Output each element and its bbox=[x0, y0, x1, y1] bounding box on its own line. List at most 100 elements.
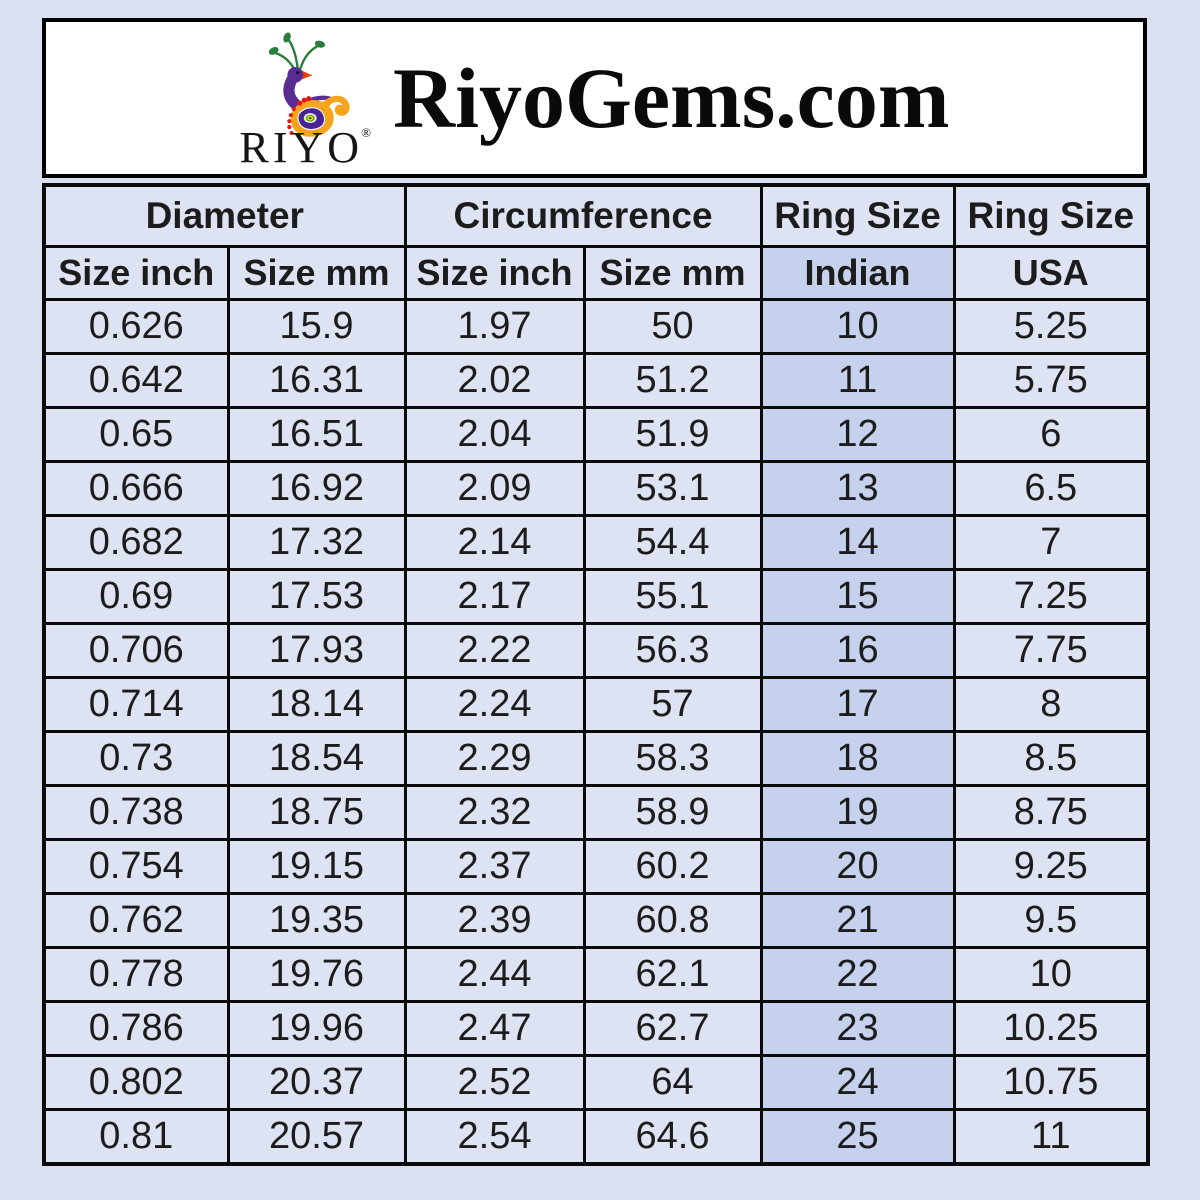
table-cell: 58.3 bbox=[582, 730, 763, 787]
table-row: 0.706 17.93 2.22 56.3 16 7.75 bbox=[42, 622, 1150, 679]
column-sub-header: Size mm bbox=[582, 245, 763, 301]
ring-size-table-body: 0.626 15.9 1.97 50 10 5.25 0.642 16.31 2.02 51.2 1… bbox=[42, 298, 1150, 1166]
table-cell: 0.754 bbox=[42, 838, 230, 895]
table-row: 0.714 18.14 2.24 57 17 8 bbox=[42, 676, 1150, 733]
table-row: 0.642 16.31 2.02 51.2 11 5.75 bbox=[42, 352, 1150, 409]
table-cell: 19 bbox=[759, 784, 956, 841]
table-cell: 18.75 bbox=[226, 784, 407, 841]
table-cell: 15 bbox=[759, 568, 956, 625]
table-cell: 64 bbox=[582, 1054, 763, 1111]
table-cell: 2.02 bbox=[403, 352, 586, 409]
table-cell: 19.96 bbox=[226, 1000, 407, 1057]
brand-name: RIYO bbox=[239, 123, 364, 172]
table-cell: 51.2 bbox=[582, 352, 763, 409]
table-cell: 5.25 bbox=[952, 298, 1150, 355]
table-cell: 17.32 bbox=[226, 514, 407, 571]
table-cell: 0.778 bbox=[42, 946, 230, 1003]
table-cell: 25 bbox=[759, 1108, 956, 1166]
table-cell: 8.5 bbox=[952, 730, 1150, 787]
table-cell: 7.25 bbox=[952, 568, 1150, 625]
table-cell: 11 bbox=[759, 352, 956, 409]
table-cell: 56.3 bbox=[582, 622, 763, 679]
table-cell: 2.14 bbox=[403, 514, 586, 571]
table-cell: 2.54 bbox=[403, 1108, 586, 1166]
table-cell: 22 bbox=[759, 946, 956, 1003]
table-cell: 15.9 bbox=[226, 298, 407, 355]
table-cell: 2.44 bbox=[403, 946, 586, 1003]
table-cell: 17.93 bbox=[226, 622, 407, 679]
table-cell: 2.22 bbox=[403, 622, 586, 679]
table-cell: 0.666 bbox=[42, 460, 230, 517]
table-cell: 2.29 bbox=[403, 730, 586, 787]
table-cell: 0.81 bbox=[42, 1108, 230, 1166]
registered-mark-icon: ® bbox=[361, 125, 371, 140]
table-row: 0.786 19.96 2.47 62.7 23 10.25 bbox=[42, 1000, 1150, 1057]
table-cell: 21 bbox=[759, 892, 956, 949]
site-title: RiyoGems.com bbox=[392, 50, 950, 146]
table-cell: 18.54 bbox=[226, 730, 407, 787]
column-group-header: Diameter bbox=[42, 183, 407, 248]
table-cell: 2.32 bbox=[403, 784, 586, 841]
table-cell: 20.57 bbox=[226, 1108, 407, 1166]
table-cell: 50 bbox=[582, 298, 763, 355]
table-cell: 0.802 bbox=[42, 1054, 230, 1111]
table-cell: 64.6 bbox=[582, 1108, 763, 1166]
table-cell: 8.75 bbox=[952, 784, 1150, 841]
table-row: 0.65 16.51 2.04 51.9 12 6 bbox=[42, 406, 1150, 463]
table-cell: 10 bbox=[759, 298, 956, 355]
column-group-header: Ring Size bbox=[952, 183, 1150, 248]
table-cell: 19.15 bbox=[226, 838, 407, 895]
table-cell: 2.39 bbox=[403, 892, 586, 949]
table-cell: 0.73 bbox=[42, 730, 230, 787]
table-cell: 11 bbox=[952, 1108, 1150, 1166]
table-row: 0.762 19.35 2.39 60.8 21 9.5 bbox=[42, 892, 1150, 949]
table-cell: 54.4 bbox=[582, 514, 763, 571]
table-cell: 1.97 bbox=[403, 298, 586, 355]
table-cell: 55.1 bbox=[582, 568, 763, 625]
column-sub-header: Size inch bbox=[403, 245, 586, 301]
table-cell: 2.04 bbox=[403, 406, 586, 463]
table-cell: 2.24 bbox=[403, 676, 586, 733]
table-cell: 10 bbox=[952, 946, 1150, 1003]
table-cell: 10.75 bbox=[952, 1054, 1150, 1111]
brand-logo: RIYO ® bbox=[239, 30, 371, 172]
table-row: 0.73 18.54 2.29 58.3 18 8.5 bbox=[42, 730, 1150, 787]
table-cell: 16.92 bbox=[226, 460, 407, 517]
column-sub-header: Size mm bbox=[226, 245, 407, 301]
table-cell: 16.31 bbox=[226, 352, 407, 409]
column-sub-header: USA bbox=[952, 245, 1150, 301]
table-cell: 62.1 bbox=[582, 946, 763, 1003]
ring-size-table-head: Diameter Circumference Ring Size Ring Size S… bbox=[42, 183, 1150, 301]
column-group-header: Ring Size bbox=[759, 183, 956, 248]
table-cell: 24 bbox=[759, 1054, 956, 1111]
table-cell: 60.8 bbox=[582, 892, 763, 949]
table-cell: 2.47 bbox=[403, 1000, 586, 1057]
table-cell: 0.69 bbox=[42, 568, 230, 625]
table-cell: 58.9 bbox=[582, 784, 763, 841]
table-row: 0.666 16.92 2.09 53.1 13 6.5 bbox=[42, 460, 1150, 517]
table-row: 0.69 17.53 2.17 55.1 15 7.25 bbox=[42, 568, 1150, 625]
table-cell: 20 bbox=[759, 838, 956, 895]
brand-header: RIYO ® RiyoGems.com bbox=[42, 18, 1147, 178]
table-cell: 57 bbox=[582, 676, 763, 733]
table-cell: 0.626 bbox=[42, 298, 230, 355]
table-cell: 0.706 bbox=[42, 622, 230, 679]
table-cell: 51.9 bbox=[582, 406, 763, 463]
peacock-logo-icon bbox=[269, 32, 350, 137]
table-cell: 8 bbox=[952, 676, 1150, 733]
table-cell: 17 bbox=[759, 676, 956, 733]
table-row: 0.802 20.37 2.52 64 24 10.75 bbox=[42, 1054, 1150, 1111]
table-cell: 7 bbox=[952, 514, 1150, 571]
ring-size-chart-table: Diameter Circumference Ring Size Ring Size S… bbox=[42, 183, 1151, 1166]
table-cell: 18 bbox=[759, 730, 956, 787]
table-cell: 2.09 bbox=[403, 460, 586, 517]
table-cell: 23 bbox=[759, 1000, 956, 1057]
table-cell: 53.1 bbox=[582, 460, 763, 517]
table-row: 0.81 20.57 2.54 64.6 25 11 bbox=[42, 1108, 1150, 1166]
table-cell: 20.37 bbox=[226, 1054, 407, 1111]
table-cell: 62.7 bbox=[582, 1000, 763, 1057]
table-cell: 6 bbox=[952, 406, 1150, 463]
table-cell: 9.25 bbox=[952, 838, 1150, 895]
table-cell: 13 bbox=[759, 460, 956, 517]
table-cell: 14 bbox=[759, 514, 956, 571]
